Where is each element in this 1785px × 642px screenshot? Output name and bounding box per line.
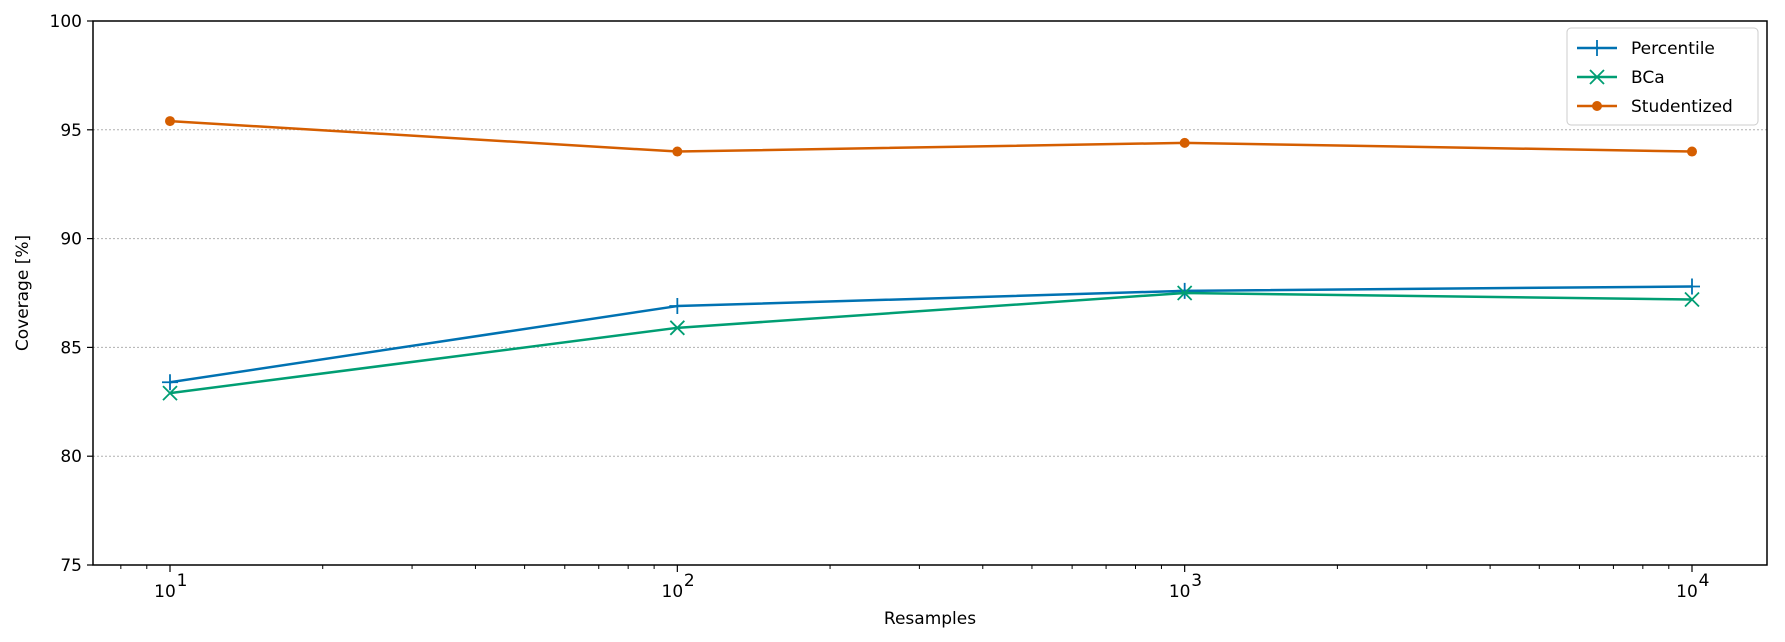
- grid-lines: [93, 129, 1767, 457]
- x-marker: [1684, 291, 1700, 308]
- y-tick-label: 90: [60, 230, 82, 250]
- plus-marker: [1684, 278, 1700, 295]
- y-tick-label: 75: [60, 556, 82, 576]
- plus-marker: [669, 298, 686, 315]
- series-studentized: [165, 116, 1697, 157]
- x-tick-base: 10: [662, 582, 684, 602]
- plus-marker: [162, 374, 178, 391]
- x-tick-exponent: 1: [177, 571, 188, 591]
- circle-marker: [165, 116, 175, 127]
- plus-marker: [1176, 282, 1193, 299]
- y-axis-label: Coverage [%]: [13, 235, 33, 351]
- legend-label: BCa: [1631, 68, 1665, 88]
- x-axis-label: Resamples: [884, 609, 976, 629]
- y-tick-label: 80: [60, 447, 82, 467]
- x-tick-label: 102: [662, 571, 695, 602]
- circle-marker: [1592, 101, 1602, 111]
- legend-box: [1566, 27, 1759, 126]
- legend-label: Percentile: [1631, 39, 1715, 59]
- circle-marker: [1687, 146, 1697, 157]
- x-marker: [1589, 69, 1605, 85]
- series-line: [169, 119, 1693, 153]
- x-tick-label: 101: [154, 571, 187, 602]
- series-lines: [162, 116, 1700, 401]
- x-tick-label: 103: [1169, 571, 1202, 602]
- x-tick-exponent: 4: [1699, 571, 1710, 591]
- x-tick-exponent: 2: [684, 571, 695, 591]
- series-line: [169, 285, 1693, 384]
- x-tick-base: 10: [1676, 582, 1698, 602]
- x-tick-base: 10: [1169, 582, 1191, 602]
- y-tick-label: 85: [60, 338, 82, 358]
- circle-marker: [672, 146, 683, 157]
- x-marker: [669, 320, 685, 336]
- x-marker: [1177, 285, 1193, 301]
- x-tick-label: 104: [1676, 571, 1709, 602]
- y-tick-label: 100: [50, 12, 82, 32]
- legend-item: Studentized: [1577, 97, 1733, 117]
- x-marker: [162, 385, 178, 401]
- legend: Percentile BCa Studentized: [1566, 27, 1759, 126]
- series-line: [169, 291, 1693, 395]
- legend-label: Studentized: [1631, 97, 1733, 117]
- x-tick-exponent: 3: [1191, 571, 1202, 591]
- circle-marker: [1179, 137, 1190, 148]
- plot-frame: [92, 20, 1768, 566]
- series-bca: [162, 285, 1700, 401]
- legend-item: Percentile: [1577, 39, 1715, 59]
- legend-item: BCa: [1577, 68, 1665, 88]
- x-tick-base: 10: [154, 582, 176, 602]
- plus-marker: [1589, 40, 1605, 56]
- series-percentile: [162, 278, 1700, 391]
- y-tick-label: 95: [60, 121, 82, 141]
